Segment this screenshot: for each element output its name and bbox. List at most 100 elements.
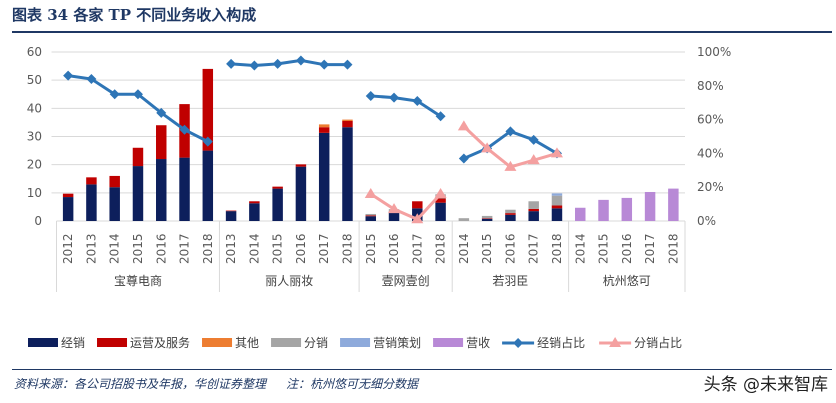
- line-经销占比: [370, 94, 442, 118]
- year-label: 2013: [224, 233, 238, 264]
- bar-其他: [342, 119, 353, 122]
- footer-divider: [12, 369, 832, 370]
- figure-title: 图表 34 各家 TP 不同业务收入构成: [12, 6, 257, 24]
- left-tick-label: 40: [27, 101, 42, 115]
- marker-分销占比: [481, 142, 494, 153]
- bar-经销: [179, 157, 190, 221]
- bar-分销: [365, 213, 376, 216]
- bar-运营及服务: [342, 121, 353, 128]
- group-label: 壹网壹创: [382, 274, 430, 288]
- marker-经销占比: [505, 126, 516, 137]
- year-label: 2018: [201, 233, 215, 264]
- bar-运营及服务: [528, 208, 539, 212]
- right-tick-label: 80%: [697, 79, 724, 93]
- year-label: 2017: [317, 233, 331, 264]
- bar-营收: [575, 207, 586, 221]
- marker-经销占比: [295, 55, 306, 66]
- bar-经销: [202, 150, 214, 221]
- bar-经销: [225, 211, 237, 221]
- marker-经销占比: [249, 60, 260, 71]
- marker-分销占比: [504, 160, 517, 171]
- left-tick-label: 50: [27, 73, 42, 87]
- bar-营收: [621, 197, 633, 221]
- year-label: 2014: [247, 233, 261, 264]
- bar-经销: [365, 216, 376, 221]
- legend-swatch: [28, 338, 58, 347]
- bar-分销: [505, 209, 516, 214]
- bar-运营及服务: [272, 186, 283, 189]
- year-label: 2014: [573, 233, 587, 264]
- bar-分销: [551, 195, 563, 206]
- group-label: 丽人丽妆: [265, 274, 313, 288]
- bar-经销: [86, 184, 97, 221]
- year-label: 2015: [364, 233, 378, 264]
- bar-经销: [435, 202, 446, 221]
- left-tick-label: 30: [27, 130, 42, 144]
- legend-swatch: [97, 338, 128, 347]
- bar-经销: [528, 211, 539, 221]
- source-label: 资料来源：各公司招股书及年报，华创证券整理: [14, 377, 267, 391]
- year-label: 2017: [178, 233, 192, 264]
- year-label: 2015: [480, 233, 494, 264]
- legend-label: 营收: [466, 336, 490, 350]
- marker-经销占比: [226, 58, 237, 69]
- bar-分销: [481, 215, 493, 219]
- marker-经销占比: [319, 59, 330, 70]
- year-label: 2018: [340, 233, 354, 264]
- bar-经销: [272, 188, 283, 221]
- bar-经销: [132, 166, 144, 221]
- marker-分销占比: [527, 154, 540, 165]
- group-label: 宝尊电商: [114, 273, 162, 288]
- bar-营收: [668, 188, 679, 221]
- marker-经销占比: [179, 124, 190, 135]
- bar-运营及服务: [481, 218, 493, 219]
- legend-marker: [513, 338, 524, 348]
- bar-经销: [388, 212, 400, 221]
- legend-marker: [609, 337, 622, 347]
- marker-经销占比: [458, 153, 469, 164]
- marker-分销占比: [434, 187, 447, 198]
- bar-运营及服务: [225, 210, 237, 212]
- note-label: 注：杭州悠可无细分数据: [286, 377, 419, 391]
- bar-经销: [481, 218, 493, 221]
- bar-运营及服务: [365, 215, 376, 217]
- source-text: 资料来源：各公司招股书及年报，华创证券整理 注：杭州悠可无细分数据: [14, 375, 418, 392]
- marker-经销占比: [528, 134, 539, 145]
- stacked-bar-line-chart: 0 10 20 30 40 50 60 0% 20% 40% 60% 80% 100% 2012 2013 2…: [27, 45, 732, 350]
- marker-经销占比: [435, 111, 446, 122]
- marker-经销占比: [272, 58, 283, 69]
- bar-营收: [644, 191, 656, 221]
- bar-运营及服务: [435, 198, 446, 203]
- year-label: 2015: [131, 233, 145, 264]
- bar-经销: [505, 214, 516, 221]
- legend-swatch: [340, 338, 371, 347]
- year-label: 2016: [620, 233, 634, 264]
- marker-经销占比: [86, 74, 97, 85]
- year-label: 2016: [503, 233, 517, 264]
- legend-swatch: [202, 338, 233, 347]
- legend-label: 分销: [304, 336, 328, 350]
- marker-分销占比: [364, 187, 377, 198]
- marker-分销占比: [457, 120, 470, 131]
- marker-经销占比: [156, 107, 167, 118]
- right-tick-label: 0%: [697, 214, 716, 228]
- group-label: 若羽臣: [492, 274, 528, 288]
- bar-经销: [109, 187, 120, 221]
- bar-经销: [156, 159, 167, 221]
- bar-运营及服务: [318, 127, 330, 133]
- legend-swatch: [271, 338, 302, 347]
- year-label: 2016: [294, 233, 308, 264]
- year-label: 2014: [108, 233, 122, 264]
- legend-label: 经销占比: [537, 335, 585, 350]
- line-分销占比: [369, 192, 442, 222]
- year-label: 2018: [550, 233, 564, 264]
- bar-营销策划: [551, 193, 563, 196]
- legend-label: 其他: [235, 336, 259, 350]
- year-label: 2015: [271, 233, 285, 264]
- bar-分销: [458, 218, 470, 221]
- bar-其他: [318, 124, 330, 128]
- marker-分销占比: [411, 213, 424, 224]
- bar-营收: [598, 199, 609, 221]
- bar-运营及服务: [132, 147, 144, 167]
- year-label: 2017: [410, 233, 424, 264]
